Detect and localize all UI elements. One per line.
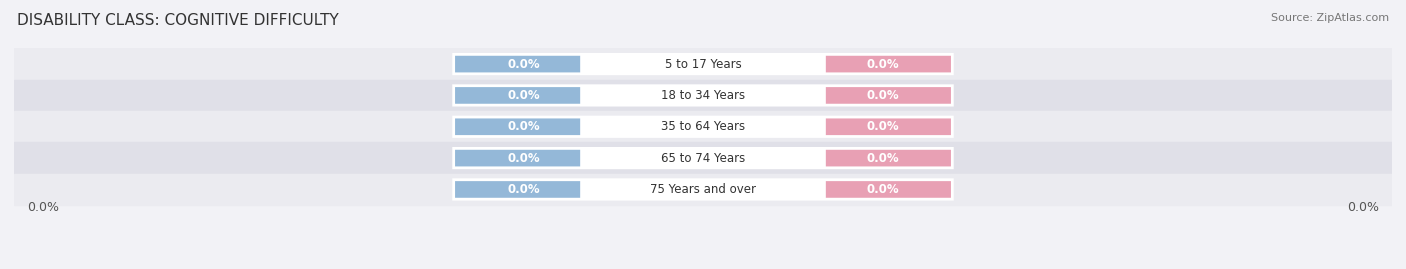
Text: 0.0%: 0.0% (866, 120, 898, 133)
FancyBboxPatch shape (454, 54, 593, 74)
FancyBboxPatch shape (813, 117, 952, 136)
FancyBboxPatch shape (813, 54, 952, 74)
FancyBboxPatch shape (581, 148, 825, 168)
Text: 0.0%: 0.0% (508, 58, 540, 70)
Text: 0.0%: 0.0% (508, 89, 540, 102)
Text: 65 to 74 Years: 65 to 74 Years (661, 152, 745, 165)
FancyBboxPatch shape (581, 85, 825, 106)
FancyBboxPatch shape (454, 180, 952, 199)
Text: 0.0%: 0.0% (1347, 201, 1379, 214)
FancyBboxPatch shape (581, 116, 825, 137)
Text: 75 Years and over: 75 Years and over (650, 183, 756, 196)
Text: 0.0%: 0.0% (866, 89, 898, 102)
Text: 0.0%: 0.0% (508, 120, 540, 133)
Bar (14, 80, 1392, 111)
FancyBboxPatch shape (454, 148, 593, 168)
Text: 35 to 64 Years: 35 to 64 Years (661, 120, 745, 133)
Text: 0.0%: 0.0% (508, 183, 540, 196)
FancyBboxPatch shape (454, 180, 593, 199)
Text: 0.0%: 0.0% (27, 201, 59, 214)
Bar (14, 48, 1392, 80)
Bar (14, 174, 1392, 205)
FancyBboxPatch shape (454, 86, 952, 105)
FancyBboxPatch shape (813, 148, 952, 168)
Text: 0.0%: 0.0% (866, 183, 898, 196)
Text: 0.0%: 0.0% (866, 152, 898, 165)
FancyBboxPatch shape (454, 54, 952, 74)
Text: 5 to 17 Years: 5 to 17 Years (665, 58, 741, 70)
FancyBboxPatch shape (454, 117, 593, 136)
Bar (14, 143, 1392, 174)
Text: 18 to 34 Years: 18 to 34 Years (661, 89, 745, 102)
Text: 0.0%: 0.0% (508, 152, 540, 165)
FancyBboxPatch shape (454, 148, 952, 168)
Text: DISABILITY CLASS: COGNITIVE DIFFICULTY: DISABILITY CLASS: COGNITIVE DIFFICULTY (17, 13, 339, 29)
FancyBboxPatch shape (813, 180, 952, 199)
FancyBboxPatch shape (454, 117, 952, 136)
FancyBboxPatch shape (581, 54, 825, 74)
Text: Source: ZipAtlas.com: Source: ZipAtlas.com (1271, 13, 1389, 23)
Bar (14, 111, 1392, 143)
Legend: Male, Female: Male, Female (631, 264, 775, 269)
FancyBboxPatch shape (454, 86, 593, 105)
FancyBboxPatch shape (581, 179, 825, 200)
FancyBboxPatch shape (813, 86, 952, 105)
Text: 0.0%: 0.0% (866, 58, 898, 70)
